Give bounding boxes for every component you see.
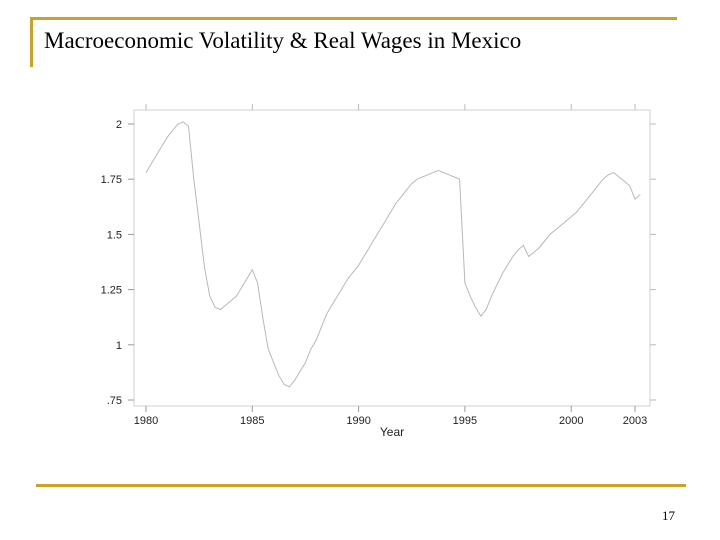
page-number: 17 (662, 508, 675, 523)
x-tick-label: 1995 (453, 415, 477, 427)
x-tick-label: 2003 (623, 415, 647, 427)
y-tick-label: 1.25 (101, 285, 122, 297)
real-wage-line-chart: .75 1 1.25 1.5 1.75 2 1980 1985 1990 1995 2000 200… (101, 104, 656, 439)
x-tick-label: 2000 (559, 415, 583, 427)
title-accent-rule-top (30, 17, 677, 20)
plot-area-frame (133, 109, 651, 407)
x-tick-label: 1985 (240, 415, 264, 427)
y-axis: .75 1 1.25 1.5 1.75 2 (101, 119, 656, 407)
y-tick-label: 2 (116, 119, 122, 131)
title-accent-rule-left (30, 17, 33, 67)
x-axis-title: Year (380, 425, 404, 439)
y-tick-label: 1.5 (107, 229, 122, 241)
x-tick-label: 1980 (134, 415, 158, 427)
real-wage-series-line (145, 121, 641, 388)
y-tick-label: .75 (107, 395, 122, 407)
x-tick-label: 1990 (346, 415, 370, 427)
footer-accent-rule (36, 484, 686, 487)
y-tick-label: 1 (116, 340, 122, 352)
y-tick-label: 1.75 (101, 174, 122, 186)
slide-title: Macroeconomic Volatility & Real Wages in… (44, 28, 522, 53)
x-axis: 1980 1985 1990 1995 2000 2003 (134, 104, 647, 427)
